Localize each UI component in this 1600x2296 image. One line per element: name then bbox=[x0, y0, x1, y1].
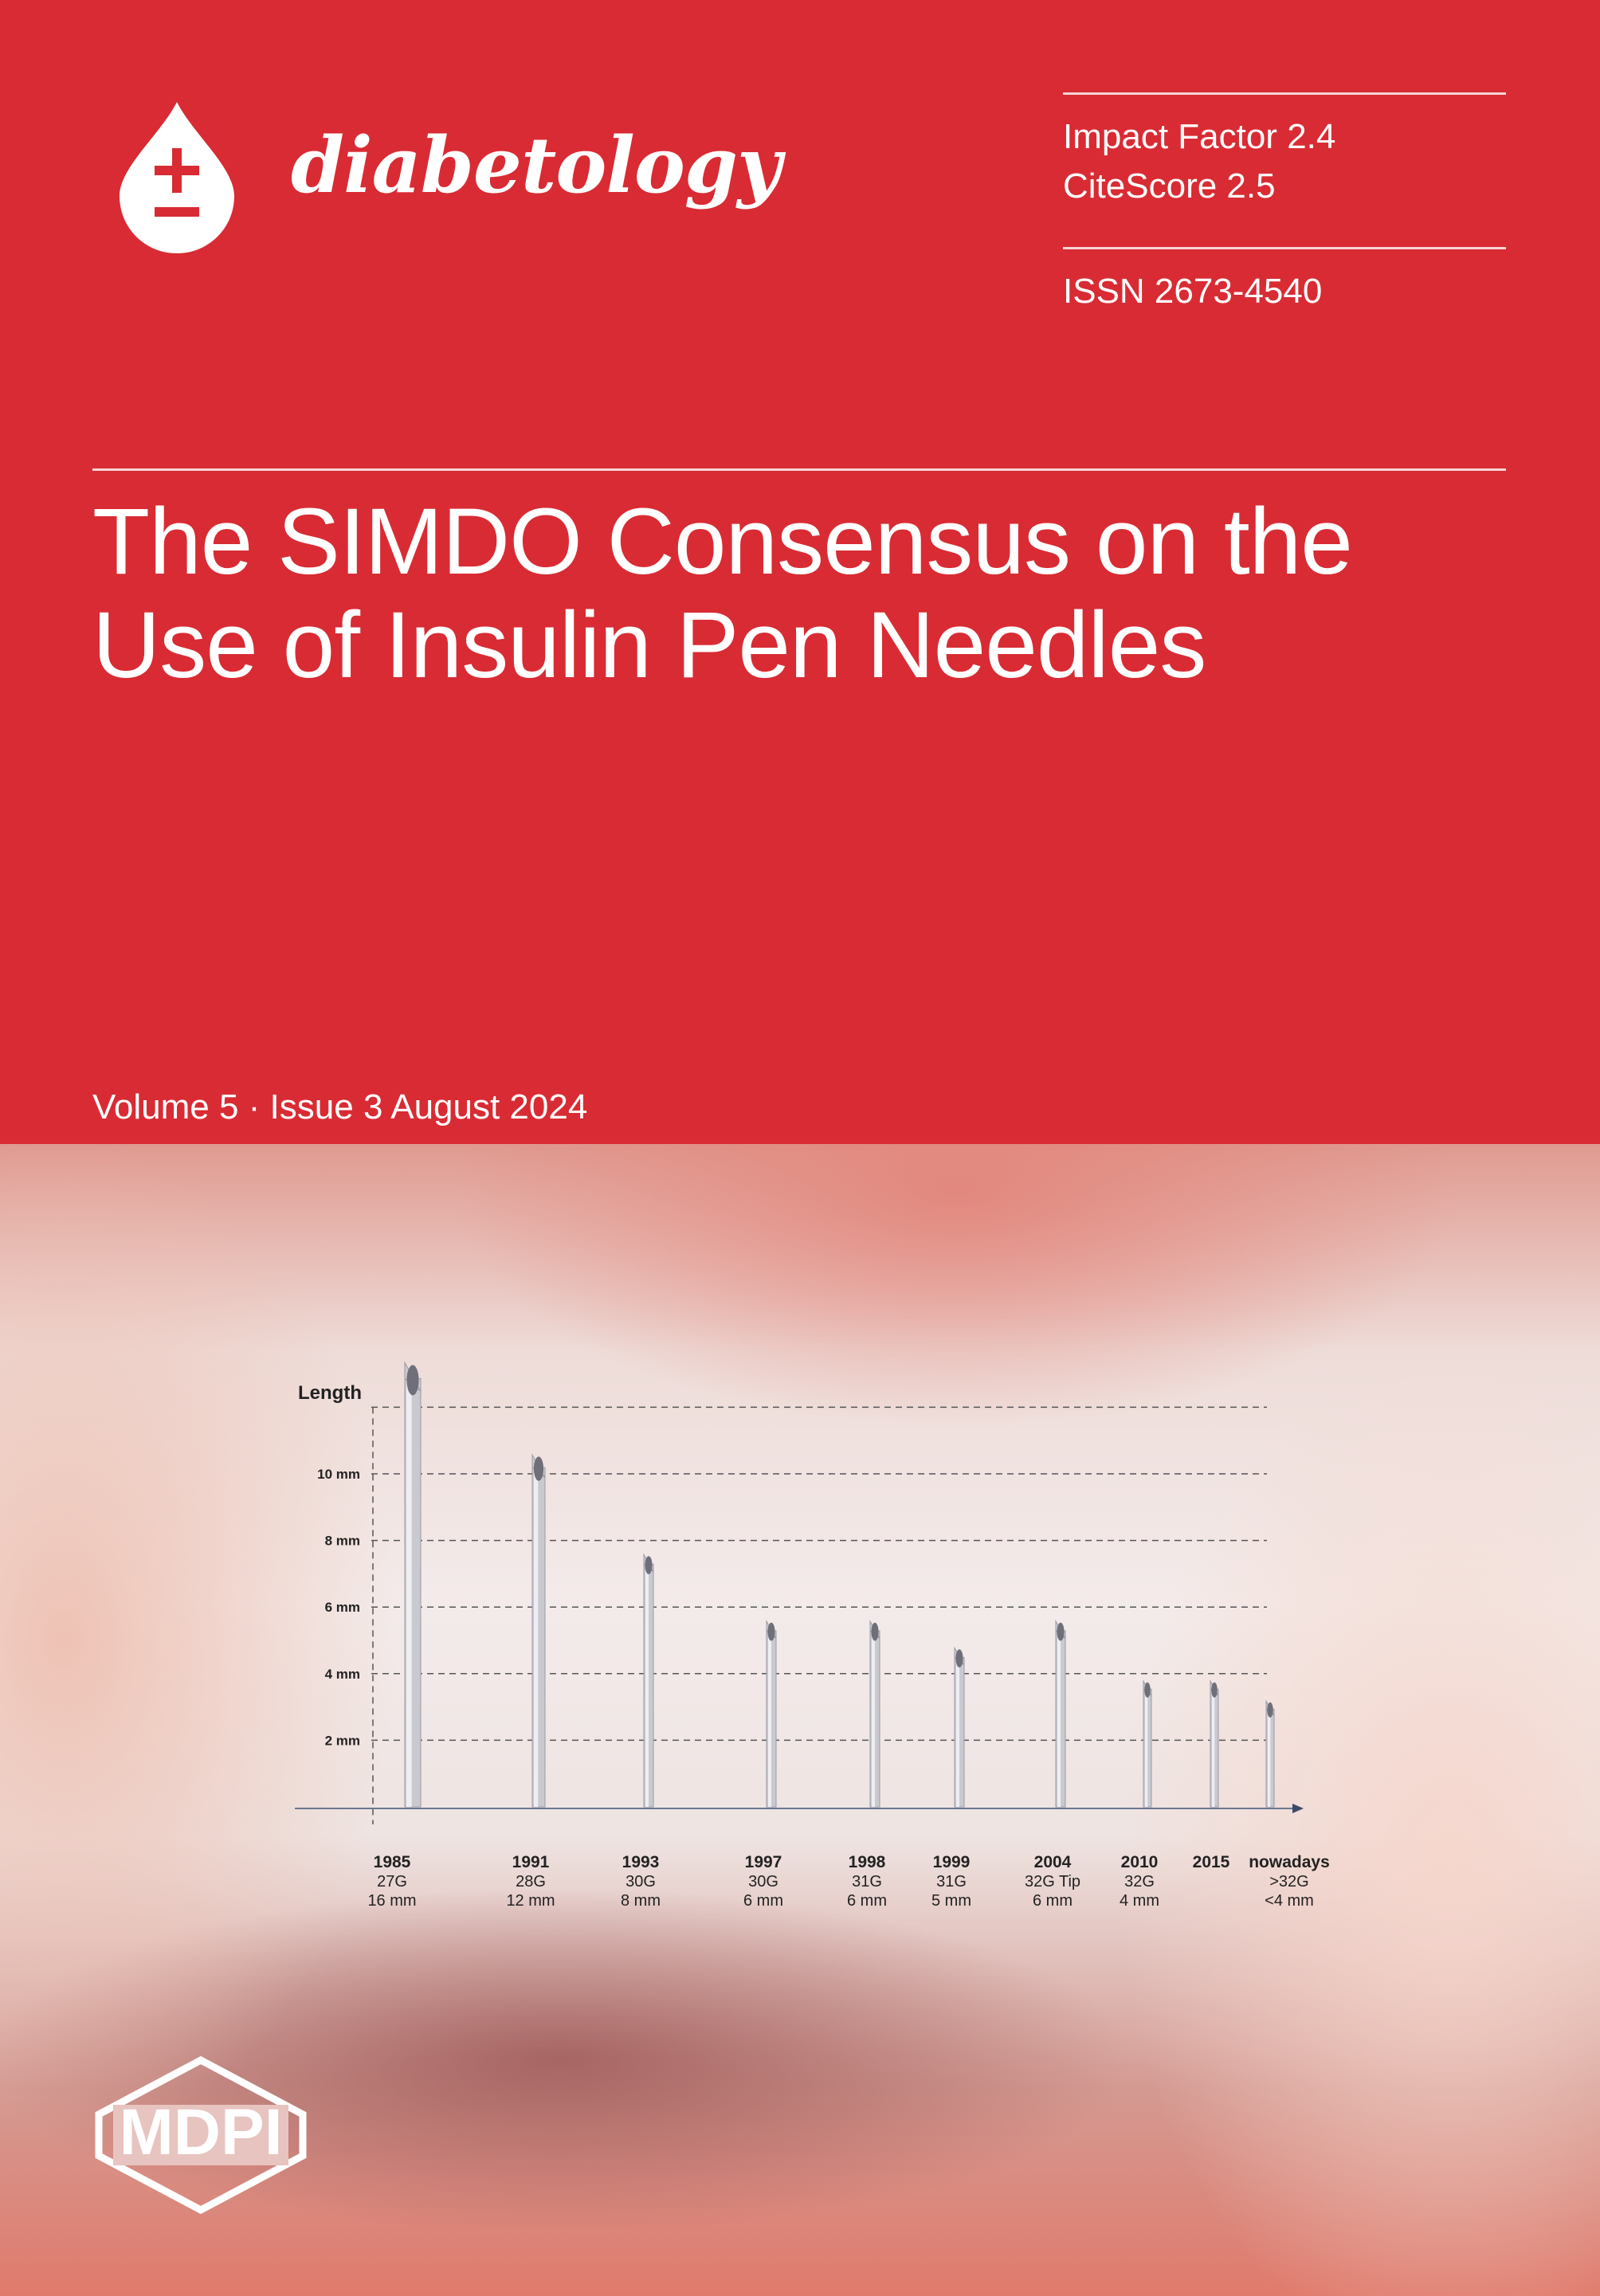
issn: ISSN 2673-4540 bbox=[1063, 272, 1323, 311]
x-tick-year: 1993 bbox=[622, 1853, 660, 1871]
x-tick-gauge: 32G Tip bbox=[1025, 1873, 1080, 1890]
x-tick-year: 1999 bbox=[933, 1853, 971, 1871]
needle-bar bbox=[766, 1620, 777, 1808]
article-title: The SIMDO Consensus on the Use of Insuli… bbox=[92, 490, 1527, 697]
article-title-line-2: Use of Insulin Pen Needles bbox=[92, 593, 1206, 698]
y-tick-label: 6 mm bbox=[325, 1600, 360, 1615]
needle-bar bbox=[531, 1453, 546, 1808]
x-tick-year: 1997 bbox=[745, 1853, 782, 1871]
x-tick-length: 12 mm bbox=[506, 1892, 555, 1910]
needle-bar bbox=[1265, 1699, 1275, 1808]
cover-header: diabetology Impact Factor 2.4 CiteScore … bbox=[0, 0, 1600, 1144]
needle-bar bbox=[643, 1553, 654, 1808]
x-tick-length: 8 mm bbox=[621, 1892, 661, 1910]
needle-bar bbox=[869, 1620, 880, 1808]
needle-bar bbox=[954, 1646, 965, 1808]
x-tick-length: 6 mm bbox=[743, 1892, 783, 1910]
y-tick-label: 8 mm bbox=[325, 1534, 360, 1549]
x-tick-gauge: 31G bbox=[936, 1873, 967, 1890]
issue-info: Volume 5 · Issue 3 August 2024 bbox=[92, 1087, 588, 1126]
x-tick-length: <4 mm bbox=[1265, 1892, 1314, 1910]
x-tick-gauge: 30G bbox=[625, 1873, 656, 1890]
cover-photo: Length 2 mm 4 mm 6 mm 8 mm 10 mm 1985 27G 16 mm 1… bbox=[0, 1144, 1600, 2296]
x-tick-gauge: 32G bbox=[1124, 1873, 1155, 1890]
x-tick-length: 6 mm bbox=[1033, 1892, 1073, 1910]
metrics-divider-top bbox=[1063, 92, 1506, 95]
y-axis-label: Length bbox=[298, 1382, 362, 1404]
needle-bar bbox=[1143, 1679, 1152, 1808]
needle-length-chart: Length 2 mm 4 mm 6 mm 8 mm 10 mm 1985 27G 16 mm 1… bbox=[295, 1361, 1330, 1910]
x-tick-year: nowadays bbox=[1249, 1853, 1330, 1871]
x-tick-gauge: 30G bbox=[748, 1873, 778, 1890]
x-tick-gauge: 27G bbox=[377, 1873, 407, 1890]
journal-name: diabetology bbox=[291, 120, 782, 210]
x-tick-year: 2010 bbox=[1121, 1853, 1159, 1871]
x-tick-length: 5 mm bbox=[931, 1892, 971, 1910]
x-tick-gauge: 31G bbox=[852, 1873, 882, 1890]
x-axis-arrow-icon bbox=[1292, 1804, 1304, 1813]
x-tick-year: 1985 bbox=[374, 1853, 411, 1871]
x-tick-year: 1991 bbox=[512, 1853, 550, 1871]
x-tick-year: 2004 bbox=[1034, 1853, 1072, 1871]
needle-bar bbox=[1055, 1620, 1066, 1808]
x-tick-length: 16 mm bbox=[367, 1892, 416, 1910]
needle-bar bbox=[404, 1361, 422, 1808]
y-tick-label: 10 mm bbox=[317, 1467, 360, 1482]
y-tick-label: 2 mm bbox=[325, 1733, 360, 1748]
x-tick-year: 2015 bbox=[1193, 1853, 1230, 1871]
publisher-name: MDPI bbox=[120, 2096, 283, 2169]
needle-bar bbox=[1210, 1679, 1219, 1808]
impact-factor: Impact Factor 2.4 bbox=[1063, 117, 1336, 156]
title-divider bbox=[92, 468, 1506, 471]
x-tick-length: 4 mm bbox=[1120, 1892, 1159, 1910]
x-tick-gauge: 28G bbox=[516, 1873, 546, 1890]
x-tick-year: 1998 bbox=[849, 1853, 886, 1871]
y-tick-label: 4 mm bbox=[325, 1667, 360, 1682]
article-title-line-1: The SIMDO Consensus on the bbox=[92, 489, 1353, 594]
x-tick-gauge: >32G bbox=[1269, 1873, 1308, 1890]
metrics-divider-middle bbox=[1063, 247, 1506, 249]
blood-drop-logo-icon bbox=[120, 102, 234, 253]
x-tick-length: 6 mm bbox=[847, 1892, 887, 1910]
citescore: CiteScore 2.5 bbox=[1063, 167, 1276, 206]
mdpi-logo-icon: MDPI bbox=[95, 2055, 307, 2215]
